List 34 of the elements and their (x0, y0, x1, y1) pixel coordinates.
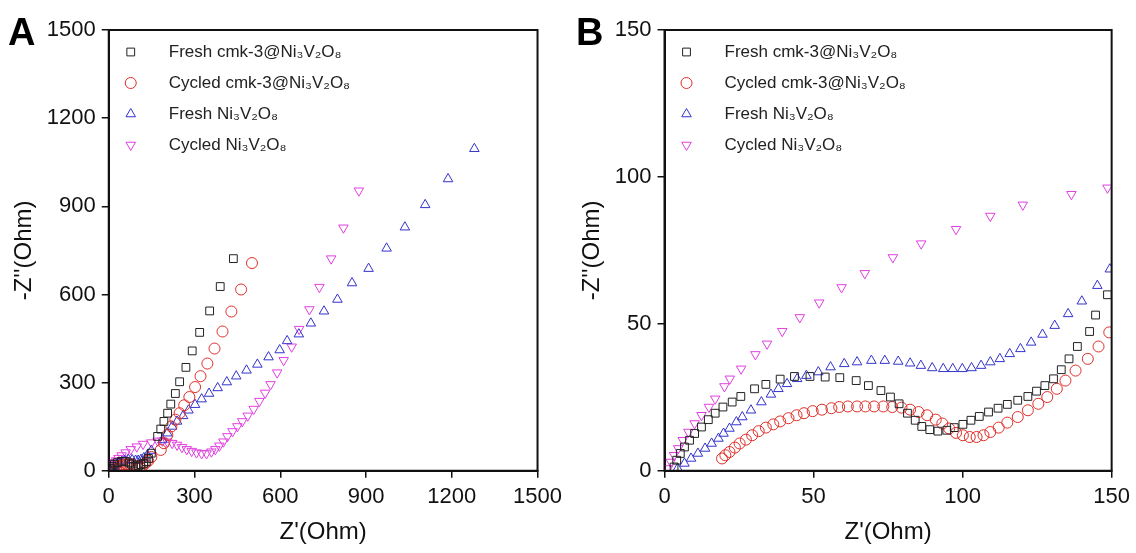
x-tick-label: 150 (1093, 483, 1131, 509)
x-tick-label: 1200 (427, 483, 477, 509)
x-tick-label: 600 (261, 483, 299, 509)
y-tick-label: 50 (627, 309, 652, 335)
legend-label: Fresh cmk-3@Ni₃V₂O₈ (168, 41, 342, 61)
x-tick-label: 900 (347, 483, 385, 509)
legend-label: Cycled cmk-3@Ni₃V₂O₈ (168, 72, 351, 92)
x-axis-title: Z'(Ohm) (279, 517, 367, 545)
y-tick-label: 300 (59, 368, 96, 394)
legend-label: Fresh Ni₃V₂O₈ (168, 103, 279, 123)
y-tick-label: 1500 (46, 16, 96, 42)
x-tick-label: 50 (801, 483, 826, 509)
y-tick-label: 1200 (46, 104, 96, 130)
y-tick-label: 150 (614, 16, 652, 42)
chart-title: A (8, 11, 36, 54)
x-axis-title: Z'(Ohm) (844, 517, 932, 545)
y-axis-title: -Z''(Ohm) (9, 200, 37, 301)
y-tick-label: 900 (59, 192, 96, 218)
x-tick-label: 100 (944, 483, 981, 509)
legend-label: Cycled cmk-3@Ni₃V₂O₈ (724, 72, 906, 92)
x-tick-label: 1500 (513, 483, 563, 509)
legend-label: Fresh cmk-3@Ni₃V₂O₈ (724, 41, 898, 61)
y-tick-label: 0 (83, 456, 96, 482)
y-axis-title: -Z''(Ohm) (577, 200, 605, 301)
y-tick-label: 0 (639, 456, 652, 482)
legend-label: Cycled Ni₃V₂O₈ (168, 134, 287, 154)
legend-label: Fresh Ni₃V₂O₈ (724, 103, 834, 123)
x-tick-label: 0 (658, 483, 671, 509)
legend-label: Cycled Ni₃V₂O₈ (724, 134, 843, 154)
chart-title: B (576, 11, 604, 54)
x-tick-label: 0 (102, 483, 115, 509)
y-tick-label: 600 (59, 280, 96, 306)
x-tick-label: 300 (176, 483, 213, 509)
y-tick-label: 100 (614, 163, 652, 188)
